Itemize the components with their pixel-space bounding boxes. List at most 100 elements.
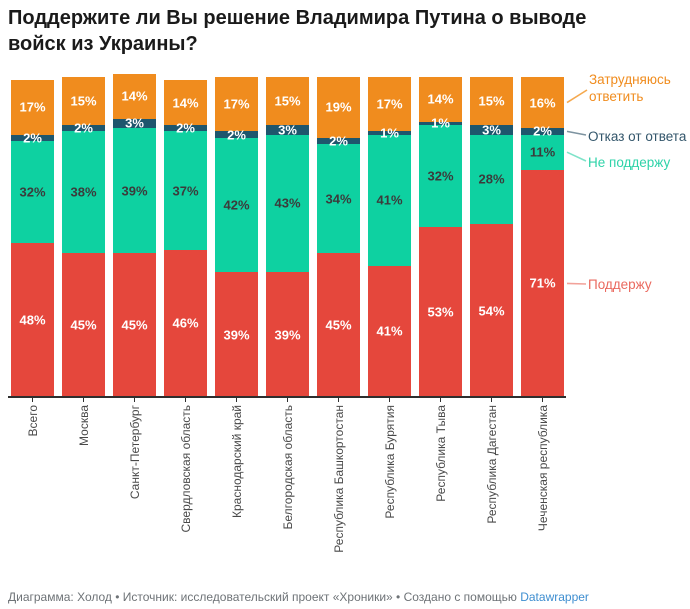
bar-segment[interactable]: 1% [368, 127, 411, 140]
bar: 41% 41% 1% 17% [368, 77, 411, 397]
bar-segment[interactable]: 14% [419, 77, 462, 122]
bar-segment[interactable]: 16% [521, 77, 564, 129]
x-axis-label: Республика Башкортостан [331, 405, 346, 553]
bar-segment[interactable]: 43% [266, 134, 309, 273]
bar-segment[interactable]: 45% [317, 253, 360, 397]
segment-value-label: 14% [121, 88, 148, 104]
segment-value-label: 28% [478, 171, 505, 187]
bar: 39% 42% 2% 17% [215, 77, 258, 397]
bar-segment[interactable]: 15% [470, 77, 513, 126]
segment-value-label: 53% [427, 304, 454, 320]
segment-value-label: 15% [274, 93, 301, 109]
legend-leader-line [566, 282, 587, 285]
axis-tick [440, 398, 441, 402]
bar-segment[interactable]: 46% [164, 249, 207, 397]
x-axis-line [8, 396, 566, 398]
bar-segment[interactable]: 1% [419, 117, 462, 130]
bar-segment[interactable]: 2% [164, 122, 207, 135]
x-axis-label-cell: Свердловская область [164, 405, 207, 587]
bar-segment[interactable]: 3% [470, 122, 513, 138]
segment-value-label: 42% [223, 197, 250, 213]
segment-value-label: 15% [478, 93, 505, 109]
axis-tick [389, 398, 390, 402]
bar-segment[interactable]: 48% [11, 243, 54, 397]
bar-segment[interactable]: 42% [215, 137, 258, 273]
bar-segment[interactable]: 38% [62, 131, 105, 253]
segment-value-label: 3% [482, 122, 501, 138]
segment-value-label: 2% [23, 130, 42, 146]
x-axis-label-cell: Москва [62, 405, 105, 587]
bar-segment[interactable]: 15% [266, 77, 309, 126]
axis-tick [32, 398, 33, 402]
bar: 54% 28% 3% 15% [470, 77, 513, 397]
bar-segment[interactable]: 3% [113, 117, 156, 130]
bar-segment[interactable]: 53% [419, 227, 462, 397]
segment-value-label: 32% [427, 168, 454, 184]
bar-segment[interactable]: 17% [215, 77, 258, 132]
bar-segment[interactable]: 39% [266, 272, 309, 397]
bar: 45% 34% 2% 19% [317, 77, 360, 397]
segment-value-label: 43% [274, 195, 301, 211]
bar-segment[interactable]: 17% [368, 77, 411, 132]
segment-value-label: 39% [274, 327, 301, 343]
axis-tick [287, 398, 288, 402]
axis-tick [185, 398, 186, 402]
bar: 53% 32% 1% 14% [419, 77, 462, 397]
axis-tick [134, 398, 135, 402]
bar: 45% 38% 2% 15% [62, 77, 105, 397]
x-axis-labels: Всего Москва Санкт-Петербург Свердловская о… [11, 405, 564, 587]
bar-segment[interactable]: 2% [317, 135, 360, 148]
x-axis-label-cell: Санкт-Петербург [113, 405, 156, 587]
bar-segment[interactable]: 34% [317, 144, 360, 253]
bar-segment[interactable]: 15% [62, 77, 105, 126]
bar-segment[interactable]: 32% [419, 125, 462, 228]
segment-value-label: 19% [325, 99, 352, 115]
axis-tick [542, 398, 543, 402]
bar-segment[interactable]: 39% [113, 128, 156, 253]
bar-segment[interactable]: 17% [11, 80, 54, 135]
datawrapper-link[interactable]: Datawrapper [520, 590, 589, 604]
bar-segment[interactable]: 54% [470, 224, 513, 397]
footer: Диаграмма: Холод • Источник: исследовате… [8, 590, 589, 604]
x-axis-label: Республика Дагестан [484, 405, 499, 524]
bar-segment[interactable]: 45% [113, 253, 156, 397]
x-axis-label: Республика Бурятия [382, 405, 397, 519]
segment-value-label: 17% [223, 96, 250, 112]
segment-value-label: 15% [70, 93, 97, 109]
bar-segment[interactable]: 32% [11, 141, 54, 244]
bar-segment[interactable]: 14% [113, 73, 156, 119]
bar-segment[interactable]: 2% [62, 122, 105, 135]
bar: 46% 37% 2% 14% [164, 80, 207, 397]
bar-segment[interactable]: 19% [317, 77, 360, 138]
segment-value-label: 2% [176, 120, 195, 136]
bar-segment[interactable]: 37% [164, 131, 207, 250]
legend-item: Не поддержу [588, 155, 671, 170]
x-axis-label-cell: Краснодарский край [215, 405, 258, 587]
bar-segment[interactable]: 2% [215, 128, 258, 141]
axis-tick [338, 398, 339, 402]
footer-credit: Диаграмма: Холод • Источник: исследовате… [8, 590, 521, 604]
segment-value-label: 2% [533, 123, 552, 139]
segment-value-label: 11% [529, 144, 556, 160]
segment-value-label: 17% [19, 99, 46, 115]
bar-segment[interactable]: 28% [470, 134, 513, 225]
bar-segment[interactable]: 14% [164, 80, 207, 126]
segment-value-label: 32% [19, 184, 46, 200]
bar-segment[interactable]: 45% [62, 253, 105, 397]
segment-value-label: 16% [529, 95, 556, 111]
x-axis-label-cell: Республика Бурятия [368, 405, 411, 587]
bar-segment[interactable]: 3% [266, 123, 309, 136]
bar-segment[interactable]: 2% [521, 125, 564, 138]
bar-segment[interactable]: 39% [215, 272, 258, 397]
segment-value-label: 2% [74, 120, 93, 136]
x-axis-label-cell: Белгородская область [266, 405, 309, 587]
bar-segment[interactable]: 2% [11, 131, 54, 144]
bar-segment[interactable]: 11% [521, 134, 564, 170]
x-axis-label-cell: Всего [11, 405, 54, 587]
bar-segment[interactable]: 41% [368, 265, 411, 397]
bar-segment[interactable]: 71% [521, 169, 564, 397]
legend-leader-line [566, 89, 588, 104]
bar-segment[interactable]: 41% [368, 134, 411, 266]
bar: 71% 11% 2% 16% [521, 77, 564, 397]
